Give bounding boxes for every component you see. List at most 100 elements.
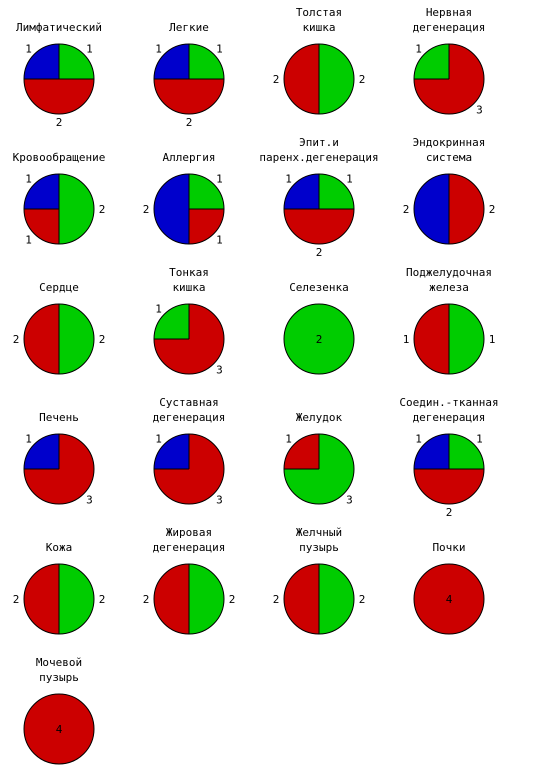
pie-value-label: 2 xyxy=(186,116,193,129)
pie-value-label: 2 xyxy=(229,593,236,606)
pie-slice-blue xyxy=(24,174,59,209)
pie-slice-green xyxy=(154,304,189,339)
pie-chart: Мочевой пузырь 4 xyxy=(23,656,95,765)
pie-chart: Печень 3 1 xyxy=(23,411,95,506)
pie-slice-red xyxy=(24,564,59,634)
pie-value-label: 3 xyxy=(476,103,483,116)
pie-title: Желудок xyxy=(296,411,343,424)
pie-title: кишка xyxy=(302,21,335,34)
pie-slice-blue xyxy=(414,434,449,469)
pie-chart: Лимфатический 1 2 1 xyxy=(16,21,102,129)
pie-title: дегенерация xyxy=(413,411,486,424)
pie-title: железа xyxy=(429,281,469,294)
pie-slice-green xyxy=(59,174,94,244)
pie-value-label: 1 xyxy=(155,433,162,446)
pie-value-label: 2 xyxy=(273,593,280,606)
pie-outline xyxy=(283,563,355,635)
pie-title: пузырь xyxy=(299,541,339,554)
pie-title: Соедин.-тканная xyxy=(399,396,498,409)
pie-chart: Тонкая кишка 3 1 xyxy=(153,266,225,376)
pie-slice-red xyxy=(284,564,319,634)
pie-value-label: 1 xyxy=(216,173,223,186)
pie-outline xyxy=(153,303,225,375)
pie-value-label: 1 xyxy=(403,333,410,346)
pie-chart: Кожа 2 2 xyxy=(13,541,106,635)
pie-value-label: 2 xyxy=(143,593,150,606)
pie-value-label: 1 xyxy=(25,43,32,56)
pie-title: Тонкая xyxy=(169,266,209,279)
pie-chart: Толстая кишка 2 2 xyxy=(273,6,366,115)
pie-value-label: 1 xyxy=(415,43,422,56)
pie-title: дегенерация xyxy=(153,411,226,424)
pie-value-label: 2 xyxy=(13,593,20,606)
pie-slice-blue xyxy=(154,44,189,79)
pie-value-label: 2 xyxy=(273,73,280,86)
pie-slice-red xyxy=(24,209,59,244)
pie-slice-green xyxy=(189,44,224,79)
pie-value-label: 1 xyxy=(25,173,32,186)
pie-chart: Сердце 2 2 xyxy=(13,281,106,375)
pie-title: дегенерация xyxy=(413,21,486,34)
pie-value-label: 1 xyxy=(476,433,483,446)
pie-title: Поджелудочная xyxy=(406,266,492,279)
pie-value-label: 2 xyxy=(489,203,496,216)
pie-slice-red xyxy=(284,44,319,114)
pie-slice-red xyxy=(24,304,59,374)
pie-outline xyxy=(153,563,225,635)
pie-value-label: 3 xyxy=(216,493,223,506)
pie-chart: Селезенка 2 xyxy=(283,281,355,375)
pie-title: Толстая xyxy=(296,6,342,19)
pie-title: Аллергия xyxy=(163,151,216,164)
pie-slice-green xyxy=(449,434,484,469)
pie-slice-green xyxy=(189,174,224,209)
pie-slice-red xyxy=(24,79,94,114)
pie-outline xyxy=(23,563,95,635)
pie-chart: Легкие 1 2 1 xyxy=(153,21,225,129)
pie-value-label: 2 xyxy=(99,593,106,606)
pie-chart: Почки 4 xyxy=(413,541,485,635)
pie-value-label: 1 xyxy=(216,43,223,56)
pie-slice-red xyxy=(414,469,484,504)
pie-slice-blue xyxy=(414,174,449,244)
pie-outline xyxy=(283,433,355,505)
pie-slice-green xyxy=(319,44,354,114)
pie-slice-green xyxy=(284,304,354,374)
pie-title: Нервная xyxy=(426,6,472,19)
pie-value-label: 1 xyxy=(155,303,162,316)
pie-slice-green xyxy=(59,564,94,634)
pie-value-label: 2 xyxy=(99,333,106,346)
pie-title: Селезенка xyxy=(289,281,349,294)
pie-title: система xyxy=(426,151,472,164)
pie-value-label: 2 xyxy=(143,203,150,216)
pie-slice-blue xyxy=(154,174,189,244)
pie-outline xyxy=(413,173,485,245)
pie-slice-blue xyxy=(24,434,59,469)
pie-chart: Жировая дегенерация 2 2 xyxy=(143,526,236,635)
pie-value-label: 1 xyxy=(346,173,353,186)
pie-chart: Соедин.-тканная дегенерация 1 2 1 xyxy=(399,396,498,519)
pie-title: Сердце xyxy=(39,281,79,294)
pie-chart: Желудок 3 1 xyxy=(283,411,355,506)
pie-title: дегенерация xyxy=(153,541,226,554)
pie-value-label: 1 xyxy=(415,433,422,446)
pie-slice-red xyxy=(284,434,319,469)
pie-slice-red xyxy=(154,79,224,114)
pie-outline xyxy=(23,173,95,245)
pie-value-label: 1 xyxy=(285,173,292,186)
pie-slice-red xyxy=(189,209,224,244)
pie-chart: Поджелудочная железа 1 1 xyxy=(403,266,496,375)
pie-outline xyxy=(283,43,355,115)
pie-title: Легкие xyxy=(169,21,209,34)
pie-chart: Эндокринная система 2 2 xyxy=(403,136,496,245)
pie-value-label: 2 xyxy=(403,203,410,216)
pie-title: Лимфатический xyxy=(16,21,102,34)
pie-title: пузырь xyxy=(39,671,79,684)
pie-chart: Желчный пузырь 2 2 xyxy=(273,526,365,635)
pie-value-label: 3 xyxy=(86,493,93,506)
pie-value-label: 2 xyxy=(359,73,366,86)
pie-value-label: 4 xyxy=(446,593,453,606)
pie-outline xyxy=(153,173,225,245)
pie-value-label: 1 xyxy=(489,333,496,346)
